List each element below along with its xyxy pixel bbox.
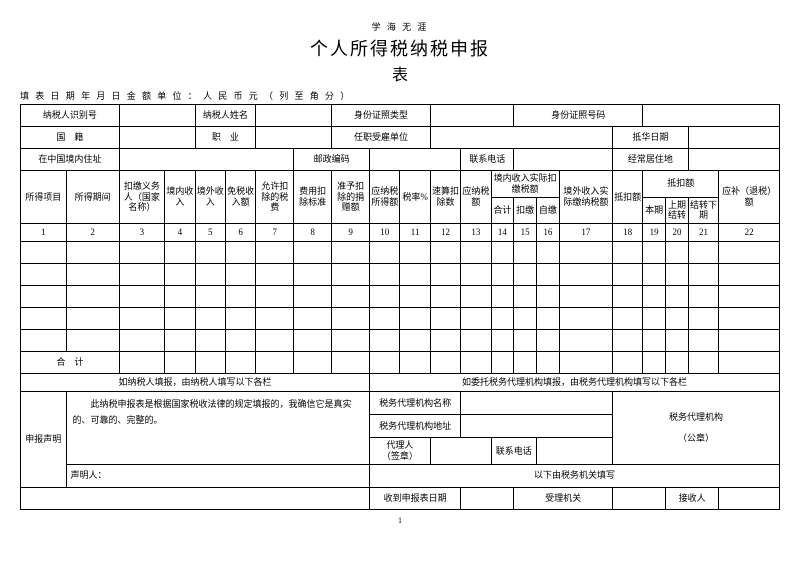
note-taxpayer: 如纳税人填报，由纳税人填写以下各栏 — [21, 374, 370, 392]
table-row — [21, 242, 780, 264]
col-2: 所得期间 — [66, 171, 119, 224]
val-employer — [430, 127, 612, 149]
col-17: 境外收入实际缴纳税额 — [559, 171, 612, 224]
val-taxpayer-id — [119, 105, 195, 127]
lbl-employer: 任职受雇单位 — [332, 127, 431, 149]
val-agency-addr — [461, 415, 613, 438]
lbl-agent: 代理人（签章） — [370, 438, 431, 465]
val-authority — [612, 487, 665, 509]
lbl-id-type: 身份证照类型 — [332, 105, 431, 127]
col-19: 本期 — [643, 197, 666, 224]
val-phone — [514, 149, 613, 171]
lbl-authority: 受理机关 — [514, 487, 613, 509]
lbl-postcode: 邮政编码 — [294, 149, 370, 171]
val-recv-date — [461, 487, 514, 509]
col-12: 速算扣除数 — [430, 171, 460, 224]
page-title: 个人所得税纳税申报 — [20, 35, 780, 61]
col-16: 自缴 — [537, 197, 560, 224]
col-14: 合计 — [491, 197, 514, 224]
tax-below: 以下由税务机关填写 — [370, 464, 780, 487]
lbl-recv-date: 收到申报表日期 — [370, 487, 461, 509]
col-1: 所得项目 — [21, 171, 67, 224]
agency-stamp: 税务代理机构（公章） — [612, 392, 779, 465]
val-address — [119, 149, 294, 171]
lbl-phone: 联系电话 — [461, 149, 514, 171]
val-residence — [688, 149, 779, 171]
col-g19: 抵扣额 — [643, 171, 719, 198]
lbl-receiver: 接收人 — [666, 487, 719, 509]
lbl-occupation: 职 业 — [195, 127, 256, 149]
val-id-type — [430, 105, 513, 127]
col-3: 扣缴义务人（国家名称） — [119, 171, 165, 224]
col-8: 费用扣除标准 — [294, 171, 332, 224]
table-row — [21, 264, 780, 286]
val-agency-name — [461, 392, 613, 415]
val-postcode — [370, 149, 461, 171]
lbl-id-no: 身份证照号码 — [514, 105, 643, 127]
lbl-address: 在中国境内住址 — [21, 149, 120, 171]
page-subtitle: 表 — [20, 61, 780, 85]
col-7: 允许扣除的税费 — [256, 171, 294, 224]
total-row: 合 计 — [21, 352, 780, 374]
val-occupation — [256, 127, 332, 149]
val-arrive — [688, 127, 779, 149]
table-row — [21, 286, 780, 308]
header-table: 纳税人识别号 纳税人姓名 身份证照类型 身份证照号码 国 籍 职 业 任职受雇单… — [20, 104, 780, 510]
col-11: 税率% — [400, 171, 430, 224]
pretitle: 学 海 无 涯 — [20, 20, 780, 33]
col-6: 免税收入额 — [225, 171, 255, 224]
val-nationality — [119, 127, 195, 149]
col-13: 应纳税额 — [461, 171, 491, 224]
lbl-residence: 经常居住地 — [612, 149, 688, 171]
col-21: 结转下期 — [688, 197, 718, 224]
page-number: 1 — [20, 516, 780, 525]
lbl-taxpayer-name: 纳税人姓名 — [195, 105, 256, 127]
fill-info: 填 表 日 期 年 月 日 金 额 单 位 ： 人 民 币 元 （ 列 至 角 … — [20, 89, 780, 102]
col-g14: 境内收入实际扣缴税额 — [491, 171, 559, 198]
lbl-contact: 联系电话 — [491, 438, 537, 465]
decl-side: 申报声明 — [21, 392, 67, 488]
lbl-agency-name: 税务代理机构名称 — [370, 392, 461, 415]
col-20: 上期结转 — [666, 197, 689, 224]
lbl-nationality: 国 籍 — [21, 127, 120, 149]
val-agent — [430, 438, 491, 465]
note-agency: 如委托税务代理机构填报，由税务代理机构填写以下各栏 — [370, 374, 780, 392]
col-22: 应补（退税）额 — [719, 171, 780, 224]
col-18: 抵扣额 — [612, 171, 642, 224]
val-contact — [537, 438, 613, 465]
val-id-no — [643, 105, 780, 127]
table-row — [21, 308, 780, 330]
col-9: 准予扣除的捐赠额 — [332, 171, 370, 224]
table-row — [21, 330, 780, 352]
col-4: 境内收入 — [165, 171, 195, 224]
number-row: 1234 5678 9101112 13141516 17181920 2122 — [21, 224, 780, 242]
val-receiver — [719, 487, 780, 509]
declarer: 声明人： — [66, 464, 370, 487]
val-taxpayer-name — [256, 105, 332, 127]
lbl-arrive: 抵华日期 — [612, 127, 688, 149]
col-10: 应纳税所得额 — [370, 171, 400, 224]
col-5: 境外收入 — [195, 171, 225, 224]
col-15: 扣缴 — [514, 197, 537, 224]
lbl-taxpayer-id: 纳税人识别号 — [21, 105, 120, 127]
blank-left — [21, 487, 370, 509]
decl-body: 此纳税申报表是根据国家税收法律的规定填报的，我确信它是真实的、可靠的、完整的。 — [66, 392, 370, 465]
lbl-agency-addr: 税务代理机构地址 — [370, 415, 461, 438]
